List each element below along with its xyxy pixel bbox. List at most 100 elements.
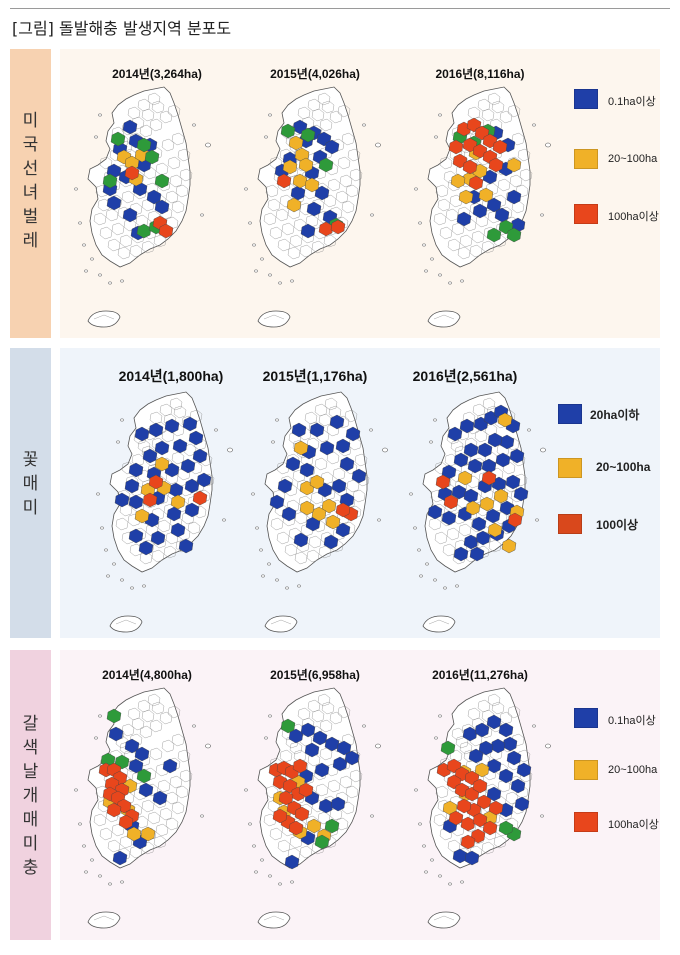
- district-boundary: [95, 184, 109, 198]
- island: [413, 788, 419, 792]
- island: [97, 113, 103, 117]
- island: [250, 492, 256, 496]
- island: [81, 243, 87, 247]
- district-boundary: [299, 845, 313, 859]
- district-boundary: [304, 411, 318, 425]
- district-boundary: [161, 138, 175, 152]
- district-boundary: [165, 817, 179, 831]
- outbreak-region-green: [280, 718, 296, 734]
- legend-swatch-blue: [574, 708, 598, 728]
- outbreak-region-green: [102, 173, 118, 189]
- outbreak-region-yellow: [293, 440, 309, 456]
- island: [119, 880, 125, 884]
- outbreak-region-red: [158, 223, 174, 239]
- island: [531, 123, 537, 127]
- jeju-boundary: [93, 915, 115, 921]
- outbreak-region-blue: [172, 438, 188, 454]
- outbreak-region-blue: [498, 722, 514, 738]
- district-boundary: [354, 453, 368, 467]
- district-boundary: [323, 194, 337, 208]
- outbreak-region-blue: [323, 534, 339, 550]
- outbreak-region-blue: [468, 748, 484, 764]
- korea-map-2016: [413, 86, 551, 328]
- district-boundary: [143, 166, 157, 180]
- island: [284, 586, 290, 590]
- outbreak-region-blue: [509, 448, 525, 464]
- district-boundary: [263, 813, 277, 827]
- outbreak-region-blue: [184, 502, 200, 518]
- outbreak-region-red: [488, 157, 504, 173]
- district-boundary: [127, 513, 141, 527]
- outbreak-region-blue: [506, 189, 522, 205]
- outbreak-region-blue: [291, 422, 307, 438]
- outbreak-region-blue: [178, 538, 194, 554]
- map-year-label-2016: 2016년(11,276ha): [432, 668, 528, 682]
- island-ulleungdo: [205, 743, 211, 749]
- island: [266, 562, 272, 566]
- outbreak-region-red: [460, 816, 476, 832]
- district-boundary: [327, 779, 341, 793]
- district-boundary: [467, 106, 481, 120]
- island-jeju: [427, 310, 461, 328]
- island-ulleungdo: [382, 447, 388, 453]
- island: [77, 822, 83, 826]
- outbreak-region-blue: [288, 728, 304, 744]
- island: [423, 870, 429, 874]
- outbreak-region-blue: [128, 528, 144, 544]
- island: [296, 584, 302, 588]
- outbreak-region-blue: [462, 726, 478, 742]
- outbreak-region-blue: [166, 506, 182, 522]
- outbreak-region-green: [136, 768, 152, 784]
- map-year-label-2014: 2014년(4,800ha): [102, 668, 192, 682]
- island: [251, 243, 257, 247]
- island: [534, 518, 540, 522]
- korea-map-2015: [243, 86, 381, 328]
- district-boundary: [149, 118, 163, 132]
- district-boundary: [135, 214, 149, 228]
- district-boundary: [121, 531, 135, 545]
- island: [247, 822, 253, 826]
- district-boundary: [316, 429, 330, 443]
- map-year-label-2016: 2016년(2,561ha): [412, 368, 518, 384]
- island: [73, 788, 79, 792]
- island: [73, 187, 79, 191]
- outbreak-region-blue: [329, 414, 345, 430]
- outbreak-region-blue: [128, 462, 144, 478]
- jeju-boundary: [433, 915, 455, 921]
- outbreak-region-yellow: [450, 173, 466, 189]
- district-boundary: [491, 100, 505, 114]
- island: [447, 882, 453, 886]
- outbreak-region-red: [106, 802, 122, 818]
- island: [437, 714, 443, 718]
- island: [289, 880, 295, 884]
- outbreak-region-red: [142, 492, 158, 508]
- island-ulleungdo: [375, 743, 381, 749]
- district-boundary: [434, 531, 448, 545]
- district-boundary: [175, 184, 189, 198]
- district-boundary: [119, 234, 133, 248]
- outbreak-region-red: [272, 808, 288, 824]
- district-boundary: [159, 807, 173, 821]
- island-jeju: [109, 615, 143, 633]
- island: [111, 562, 117, 566]
- district-boundary: [519, 168, 533, 182]
- section-panel: 2014년(4,800ha) 2015년(6,958ha) 2016년(11,2…: [60, 650, 660, 940]
- outbreak-region-blue: [463, 442, 479, 458]
- outbreak-region-blue: [494, 207, 510, 223]
- outbreak-region-blue: [474, 722, 490, 738]
- outbreak-region-blue: [491, 476, 507, 492]
- district-boundary: [177, 749, 191, 763]
- district-boundary: [159, 403, 173, 417]
- island-ulleungdo: [545, 142, 551, 148]
- district-boundary: [157, 519, 171, 533]
- map-year-label-2015: 2015년(4,026ha): [270, 67, 360, 81]
- district-boundary: [171, 132, 185, 146]
- outbreak-region-yellow: [465, 500, 481, 516]
- district-boundary: [308, 535, 322, 549]
- island: [289, 279, 295, 283]
- island: [447, 281, 453, 285]
- outbreak-region-red: [460, 834, 476, 850]
- outbreak-region-green: [486, 227, 502, 243]
- district-boundary: [329, 711, 343, 725]
